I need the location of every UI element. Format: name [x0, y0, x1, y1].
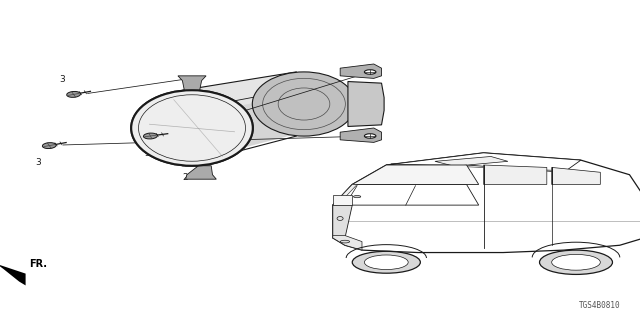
Ellipse shape — [552, 254, 600, 270]
Polygon shape — [484, 165, 547, 184]
Text: TGS4B0810: TGS4B0810 — [579, 301, 621, 310]
Text: 1: 1 — [183, 158, 188, 167]
Ellipse shape — [143, 133, 157, 139]
Text: 3: 3 — [145, 149, 150, 158]
Polygon shape — [178, 76, 206, 90]
Polygon shape — [435, 156, 508, 166]
Polygon shape — [186, 166, 216, 179]
Polygon shape — [183, 72, 351, 166]
Polygon shape — [387, 153, 581, 172]
Polygon shape — [333, 236, 362, 250]
Text: 2: 2 — [183, 173, 188, 182]
Ellipse shape — [540, 250, 612, 275]
Text: 3: 3 — [60, 75, 65, 84]
Ellipse shape — [42, 143, 56, 148]
Polygon shape — [333, 205, 352, 238]
Polygon shape — [333, 196, 352, 205]
Polygon shape — [333, 184, 479, 205]
Text: 3: 3 — [35, 158, 40, 167]
Ellipse shape — [364, 255, 408, 269]
Polygon shape — [183, 72, 330, 109]
Polygon shape — [0, 264, 26, 285]
Ellipse shape — [340, 240, 349, 243]
Polygon shape — [352, 165, 479, 184]
Polygon shape — [333, 184, 357, 205]
Ellipse shape — [131, 90, 253, 166]
Text: FR.: FR. — [29, 259, 47, 269]
Polygon shape — [348, 82, 384, 126]
Ellipse shape — [67, 92, 81, 97]
Polygon shape — [340, 64, 381, 78]
Ellipse shape — [353, 196, 361, 198]
Polygon shape — [552, 167, 600, 184]
Polygon shape — [333, 153, 640, 252]
Polygon shape — [340, 128, 381, 142]
Ellipse shape — [131, 90, 253, 166]
Ellipse shape — [352, 251, 420, 273]
Ellipse shape — [364, 134, 376, 138]
Ellipse shape — [252, 72, 356, 136]
Ellipse shape — [364, 70, 376, 74]
